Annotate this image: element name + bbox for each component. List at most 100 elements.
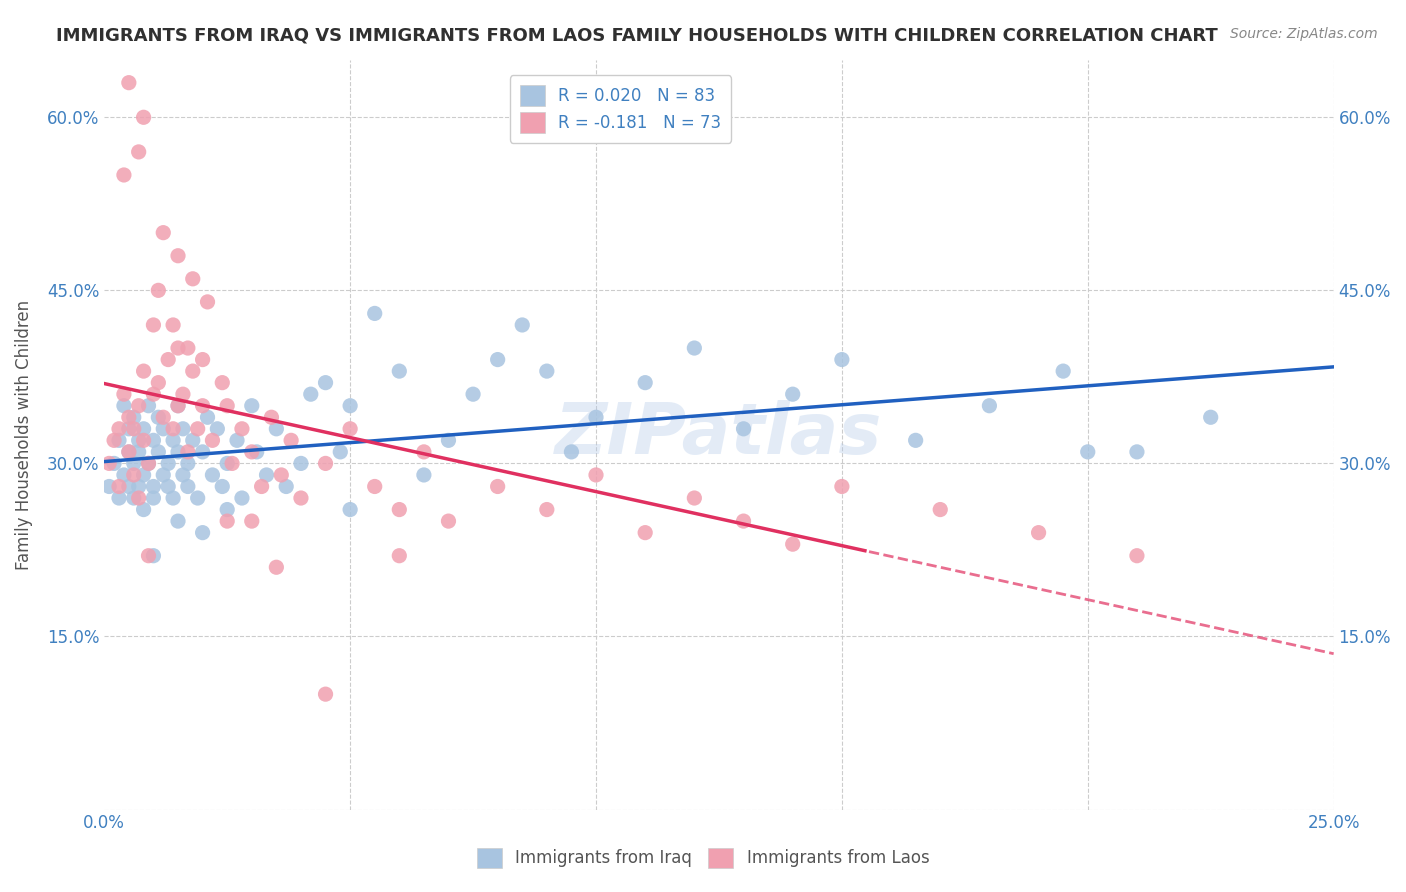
Point — [162, 434, 184, 448]
Point — [266, 422, 288, 436]
Point — [634, 376, 657, 390]
Point — [177, 479, 200, 493]
Point — [108, 434, 131, 448]
Point — [148, 284, 170, 298]
Point — [138, 549, 160, 563]
Point — [157, 457, 180, 471]
Point — [217, 502, 239, 516]
Point — [211, 479, 233, 493]
Point — [118, 76, 141, 90]
Point — [1126, 445, 1149, 459]
Point — [187, 422, 209, 436]
Point — [191, 399, 214, 413]
Point — [162, 318, 184, 332]
Point — [290, 491, 312, 505]
Point — [112, 467, 135, 482]
Point — [138, 399, 160, 413]
Point — [128, 445, 150, 459]
Point — [103, 434, 125, 448]
Point — [142, 491, 165, 505]
Point — [486, 479, 509, 493]
Point — [979, 399, 1001, 413]
Point — [315, 457, 337, 471]
Point — [187, 491, 209, 505]
Point — [122, 457, 145, 471]
Point — [201, 467, 224, 482]
Point — [191, 445, 214, 459]
Point — [152, 226, 174, 240]
Point — [217, 457, 239, 471]
Legend: Immigrants from Iraq, Immigrants from Laos: Immigrants from Iraq, Immigrants from La… — [470, 841, 936, 875]
Point — [240, 399, 263, 413]
Legend: R = 0.020   N = 83, R = -0.181   N = 73: R = 0.020 N = 83, R = -0.181 N = 73 — [510, 76, 731, 143]
Point — [132, 467, 155, 482]
Y-axis label: Family Households with Children: Family Households with Children — [15, 300, 32, 570]
Point — [98, 457, 121, 471]
Point — [683, 491, 706, 505]
Point — [142, 318, 165, 332]
Point — [128, 399, 150, 413]
Point — [128, 145, 150, 159]
Point — [240, 445, 263, 459]
Point — [782, 387, 804, 401]
Point — [191, 352, 214, 367]
Point — [142, 549, 165, 563]
Point — [280, 434, 302, 448]
Point — [217, 399, 239, 413]
Point — [142, 479, 165, 493]
Point — [167, 514, 190, 528]
Point — [364, 306, 387, 320]
Point — [201, 434, 224, 448]
Point — [364, 479, 387, 493]
Point — [172, 387, 194, 401]
Point — [1199, 410, 1222, 425]
Point — [152, 422, 174, 436]
Point — [339, 422, 361, 436]
Point — [108, 422, 131, 436]
Point — [177, 445, 200, 459]
Point — [162, 422, 184, 436]
Point — [148, 445, 170, 459]
Point — [177, 341, 200, 355]
Text: Source: ZipAtlas.com: Source: ZipAtlas.com — [1230, 27, 1378, 41]
Point — [152, 410, 174, 425]
Point — [1052, 364, 1074, 378]
Point — [197, 294, 219, 309]
Point — [132, 364, 155, 378]
Point — [122, 491, 145, 505]
Point — [486, 352, 509, 367]
Point — [112, 168, 135, 182]
Point — [270, 467, 292, 482]
Point — [167, 445, 190, 459]
Point — [128, 491, 150, 505]
Point — [226, 434, 249, 448]
Point — [157, 352, 180, 367]
Point — [122, 467, 145, 482]
Point — [1077, 445, 1099, 459]
Point — [634, 525, 657, 540]
Point — [108, 479, 131, 493]
Point — [560, 445, 582, 459]
Point — [315, 687, 337, 701]
Point — [782, 537, 804, 551]
Point — [112, 399, 135, 413]
Point — [197, 410, 219, 425]
Point — [437, 434, 460, 448]
Point — [207, 422, 229, 436]
Point — [172, 467, 194, 482]
Point — [461, 387, 484, 401]
Point — [260, 410, 283, 425]
Point — [929, 502, 952, 516]
Point — [250, 479, 273, 493]
Point — [412, 445, 434, 459]
Point — [339, 502, 361, 516]
Point — [266, 560, 288, 574]
Point — [118, 445, 141, 459]
Point — [138, 457, 160, 471]
Point — [1126, 549, 1149, 563]
Point — [122, 410, 145, 425]
Point — [231, 491, 253, 505]
Point — [211, 376, 233, 390]
Point — [412, 467, 434, 482]
Point — [157, 479, 180, 493]
